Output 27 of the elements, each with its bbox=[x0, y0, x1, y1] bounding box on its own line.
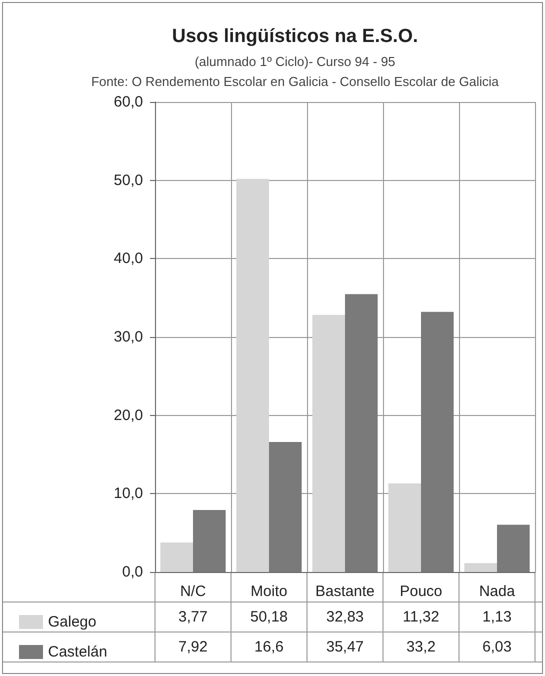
data-label: 3,77 bbox=[178, 608, 208, 626]
y-tick-label: 30,0 bbox=[114, 328, 143, 346]
data-label: 7,92 bbox=[178, 638, 208, 656]
y-tick-label: 10,0 bbox=[114, 485, 143, 502]
data-label: 16,6 bbox=[254, 638, 284, 656]
y-tick-label: 20,0 bbox=[114, 406, 143, 424]
y-tick-label: 50,0 bbox=[114, 172, 143, 189]
data-label: 11,32 bbox=[402, 608, 440, 626]
data-label: 32,83 bbox=[326, 608, 364, 626]
x-tick-label: Pouco bbox=[400, 583, 442, 600]
data-label: 1,13 bbox=[482, 608, 512, 626]
chart-title: Usos lingüísticos na E.S.O. bbox=[172, 26, 418, 47]
legend-label: Castelán bbox=[48, 644, 108, 660]
data-label: 33,2 bbox=[406, 638, 436, 656]
x-tick-label: Moito bbox=[250, 583, 288, 600]
x-tick-label: Nada bbox=[479, 583, 516, 600]
data-label: 50,18 bbox=[250, 608, 288, 626]
y-tick-label: 60,0 bbox=[114, 94, 143, 110]
source-note: Fonte: O Rendemento Escolar en Galicia - Consello Escolar de Galicia bbox=[91, 74, 500, 89]
chart-subtitle: (alumnado 1º Ciclo)- Curso 94 - 95 bbox=[194, 54, 396, 69]
data-label: 6,03 bbox=[482, 638, 512, 656]
y-tick-label: 40,0 bbox=[114, 250, 143, 268]
y-tick-label: 0,0 bbox=[122, 564, 143, 580]
legend-label: Galego bbox=[48, 614, 96, 630]
x-tick-label: N/C bbox=[180, 583, 206, 600]
data-label: 35,47 bbox=[326, 638, 364, 656]
x-tick-label: Bastante bbox=[315, 583, 375, 600]
